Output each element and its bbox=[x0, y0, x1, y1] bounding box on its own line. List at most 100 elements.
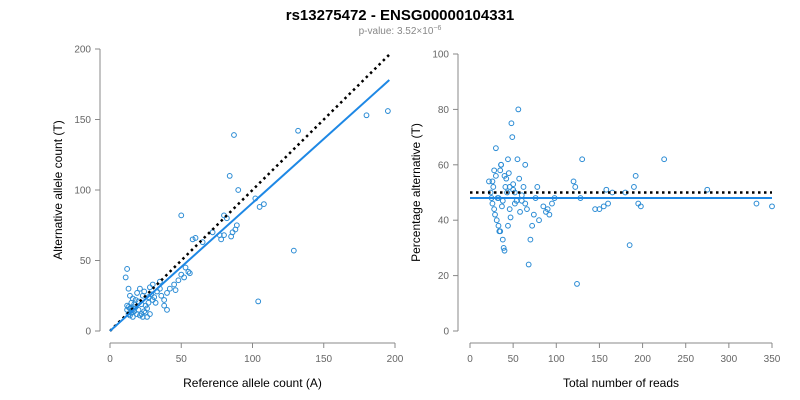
data-point bbox=[499, 236, 506, 243]
data-point bbox=[178, 271, 185, 278]
data-point bbox=[384, 108, 391, 114]
y-tick-label: 40 bbox=[438, 216, 450, 227]
percentage-alternative-scatter-panel: 0 50 100 150 200 250 300 350 0 20 40 60 80 100 Total n… bbox=[409, 50, 781, 391]
data-point bbox=[491, 206, 498, 213]
data-point bbox=[233, 222, 240, 229]
x-axis-label: Total number of reads bbox=[563, 376, 679, 390]
data-point bbox=[511, 200, 518, 207]
data-point bbox=[490, 184, 497, 190]
data-point bbox=[295, 127, 302, 134]
pvalue-prefix: p-value: 3.52×10 bbox=[359, 26, 434, 37]
data-point bbox=[501, 247, 508, 254]
data-point bbox=[363, 112, 370, 119]
x-tick-label: 300 bbox=[721, 354, 738, 365]
data-point bbox=[129, 314, 136, 320]
data-point bbox=[605, 200, 611, 207]
y-tick-label: 150 bbox=[74, 115, 91, 126]
data-point bbox=[256, 204, 263, 210]
data-point bbox=[637, 203, 644, 210]
data-point bbox=[603, 186, 610, 193]
y-tick-label: 200 bbox=[74, 45, 91, 56]
y-tick-label: 80 bbox=[438, 105, 450, 116]
x-tick-label: 200 bbox=[634, 354, 651, 365]
data-point bbox=[226, 173, 233, 179]
x-tick-label: 100 bbox=[548, 354, 565, 365]
data-point bbox=[504, 189, 511, 196]
data-point bbox=[525, 261, 532, 268]
data-point bbox=[534, 184, 541, 190]
data-point bbox=[164, 290, 170, 296]
data-point bbox=[171, 281, 178, 288]
data-point bbox=[172, 287, 179, 294]
data-point bbox=[492, 172, 499, 179]
data-point bbox=[527, 236, 534, 243]
allele-count-scatter-panel: 0 50 100 150 200 0 50 100 150 200 Reference allele… bbox=[51, 45, 404, 391]
data-point bbox=[185, 268, 192, 275]
data-point bbox=[493, 217, 500, 224]
data-point bbox=[495, 222, 502, 229]
y-tick-label: 0 bbox=[85, 327, 91, 338]
data-point bbox=[501, 172, 508, 179]
data-point bbox=[189, 236, 196, 243]
data-point bbox=[570, 178, 577, 185]
data-point bbox=[231, 132, 237, 138]
y-tick-label: 0 bbox=[443, 327, 449, 338]
data-point bbox=[186, 270, 193, 277]
data-point bbox=[497, 167, 504, 174]
data-point bbox=[142, 309, 149, 316]
x-tick-label: 0 bbox=[467, 354, 473, 365]
x-tick-label: 50 bbox=[176, 354, 188, 365]
data-point bbox=[158, 292, 165, 299]
data-point bbox=[235, 187, 242, 193]
data-point bbox=[137, 285, 143, 292]
data-point bbox=[161, 302, 168, 309]
data-point bbox=[209, 229, 216, 236]
data-point bbox=[497, 228, 504, 235]
data-point bbox=[175, 277, 182, 284]
data-point bbox=[486, 178, 492, 185]
data-point bbox=[661, 156, 668, 163]
data-point bbox=[229, 229, 236, 236]
y-tick-label: 50 bbox=[80, 256, 92, 267]
data-point bbox=[166, 285, 173, 292]
data-point bbox=[145, 299, 152, 306]
data-point bbox=[149, 281, 156, 288]
data-point bbox=[498, 161, 504, 168]
data-point bbox=[152, 299, 159, 306]
data-point bbox=[518, 197, 525, 204]
pvalue-subtitle: p-value: 3.52×10−6 bbox=[359, 25, 442, 37]
data-point bbox=[505, 170, 512, 177]
data-point bbox=[549, 200, 555, 207]
y-tick-label: 100 bbox=[74, 186, 91, 197]
data-point bbox=[489, 178, 496, 185]
y-tick-label: 100 bbox=[432, 50, 449, 61]
x-tick-label: 0 bbox=[107, 354, 113, 365]
data-point bbox=[516, 175, 523, 182]
data-point bbox=[572, 184, 579, 190]
data-point bbox=[124, 302, 130, 309]
data-point bbox=[499, 203, 505, 210]
data-point bbox=[579, 156, 586, 163]
data-point bbox=[141, 288, 148, 295]
data-point bbox=[506, 206, 513, 213]
data-point bbox=[522, 161, 529, 168]
data-point bbox=[631, 184, 637, 190]
data-point bbox=[151, 294, 158, 301]
x-tick-label: 350 bbox=[764, 354, 781, 365]
data-point bbox=[505, 156, 511, 163]
data-point bbox=[505, 222, 511, 229]
data-point bbox=[769, 203, 775, 210]
data-point bbox=[492, 211, 498, 218]
data-point bbox=[514, 156, 521, 163]
data-point bbox=[500, 245, 507, 251]
data-point bbox=[261, 201, 267, 208]
x-tick-label: 250 bbox=[677, 354, 694, 365]
data-point bbox=[507, 214, 514, 221]
data-point bbox=[520, 184, 527, 190]
data-point bbox=[704, 186, 711, 193]
data-point bbox=[491, 167, 498, 174]
data-point bbox=[124, 266, 130, 272]
y-tick-label: 60 bbox=[438, 160, 450, 171]
data-point bbox=[492, 145, 499, 152]
data-point bbox=[139, 314, 146, 320]
